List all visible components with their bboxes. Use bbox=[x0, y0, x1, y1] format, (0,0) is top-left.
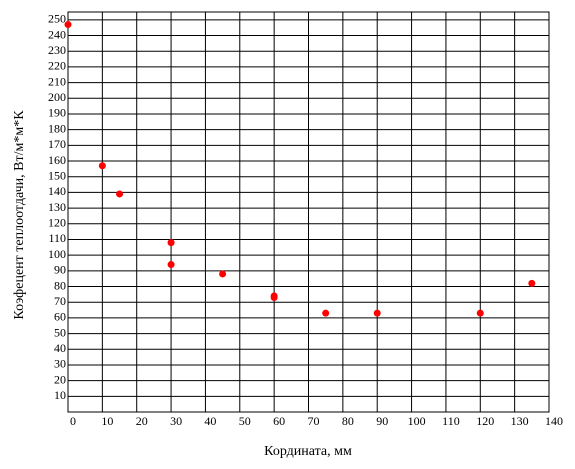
y-tick-label: 250 bbox=[48, 12, 66, 26]
x-tick-label: 10 bbox=[101, 414, 113, 428]
y-tick-label: 190 bbox=[48, 106, 66, 120]
point bbox=[116, 190, 124, 198]
point bbox=[476, 309, 484, 317]
y-tick-label: 180 bbox=[48, 121, 66, 135]
point bbox=[270, 293, 278, 301]
x-tick-label: 60 bbox=[273, 414, 285, 428]
x-tick-label: 0 bbox=[70, 414, 76, 428]
y-tick-label: 30 bbox=[54, 357, 66, 371]
plot-border bbox=[67, 11, 550, 413]
x-tick-label: 50 bbox=[239, 414, 251, 428]
y-tick-label: 170 bbox=[48, 137, 66, 151]
x-tick-label: 70 bbox=[308, 414, 320, 428]
y-axis-title: Коэфецент теплоотдачи, Вт/м*м*К bbox=[12, 110, 27, 320]
x-tick-label: 40 bbox=[204, 414, 216, 428]
x-tick-label: 90 bbox=[376, 414, 388, 428]
x-tick-label: 80 bbox=[342, 414, 354, 428]
y-tick-label: 100 bbox=[48, 247, 66, 261]
y-tick-label: 50 bbox=[54, 325, 66, 339]
x-axis-title: Кордината, мм bbox=[264, 444, 352, 459]
point bbox=[373, 309, 381, 317]
y-tick-label: 80 bbox=[54, 278, 66, 292]
x-tick-label: 100 bbox=[408, 414, 426, 428]
x-tick-label: 110 bbox=[442, 414, 460, 428]
point bbox=[528, 279, 536, 287]
y-tick-label: 70 bbox=[54, 294, 66, 308]
x-tick-label: 140 bbox=[545, 414, 563, 428]
y-tick-label: 240 bbox=[48, 27, 66, 41]
y-tick-label: 200 bbox=[48, 90, 66, 104]
y-tick-label: 60 bbox=[54, 310, 66, 324]
x-tick-label: 30 bbox=[170, 414, 182, 428]
y-tick-label: 230 bbox=[48, 43, 66, 57]
point bbox=[167, 239, 175, 247]
y-tick-label: 210 bbox=[48, 74, 66, 88]
y-tick-label: 40 bbox=[54, 341, 66, 355]
y-tick-label: 160 bbox=[48, 153, 66, 167]
y-tick-label: 140 bbox=[48, 184, 66, 198]
y-tick-label: 130 bbox=[48, 200, 66, 214]
point bbox=[98, 162, 106, 170]
y-tick-label: 20 bbox=[54, 372, 66, 386]
y-tick-label: 10 bbox=[54, 388, 66, 402]
point bbox=[219, 270, 227, 278]
y-tick-label: 150 bbox=[48, 168, 66, 182]
x-tick-label: 120 bbox=[476, 414, 494, 428]
y-tick-label: 90 bbox=[54, 263, 66, 277]
y-tick-label: 110 bbox=[48, 231, 66, 245]
x-tick-label: 130 bbox=[511, 414, 529, 428]
point bbox=[322, 309, 330, 317]
point bbox=[64, 21, 72, 29]
y-tick-label: 220 bbox=[48, 59, 66, 73]
x-tick-label: 20 bbox=[136, 414, 148, 428]
y-tick-label: 120 bbox=[48, 216, 66, 230]
point bbox=[167, 261, 175, 269]
